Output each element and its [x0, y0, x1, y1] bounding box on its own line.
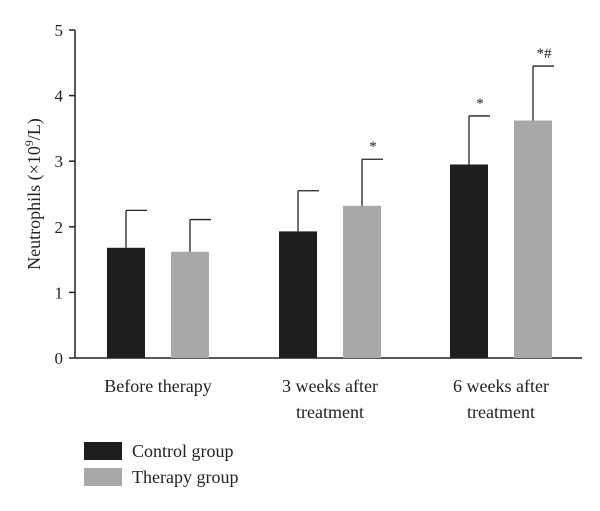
x-tick-label: Before therapy — [104, 376, 211, 396]
plot-area: 0 1 2 3 4 5 * * *# Before therapy 3 weeks after tre… — [55, 21, 582, 422]
bar — [171, 251, 209, 358]
significance-marker: * — [369, 139, 377, 155]
y-axis-label: Neutrophils (×109/L) — [22, 118, 45, 270]
legend: Control group Therapy group — [84, 441, 238, 487]
bar — [514, 120, 552, 358]
y-tick-label: 3 — [55, 152, 64, 171]
x-tick-label: treatment — [467, 402, 535, 422]
legend-label: Control group — [132, 441, 234, 461]
legend-swatch — [84, 442, 122, 460]
y-tick-label: 0 — [55, 349, 64, 368]
legend-label: Therapy group — [132, 467, 238, 487]
y-tick-label: 4 — [55, 87, 64, 106]
y-axis-label-superscript: 9 — [22, 140, 36, 146]
x-tick-label: 6 weeks after — [453, 376, 549, 396]
significance-marker: * — [476, 96, 484, 112]
y-tick-label: 1 — [55, 283, 64, 302]
y-tick-label: 2 — [55, 218, 64, 237]
bar — [107, 247, 145, 358]
bar — [279, 231, 317, 358]
legend-swatch — [84, 468, 122, 486]
significance-marker: *# — [537, 46, 553, 62]
y-axis-label-suffix: /L) — [24, 118, 45, 140]
x-tick-label: 3 weeks after — [282, 376, 378, 396]
bar — [343, 205, 381, 358]
bar — [450, 164, 488, 358]
y-tick-label: 5 — [55, 21, 64, 40]
x-tick-label: treatment — [296, 402, 364, 422]
y-axis-label-main: Neutrophils (×10 — [24, 146, 45, 270]
